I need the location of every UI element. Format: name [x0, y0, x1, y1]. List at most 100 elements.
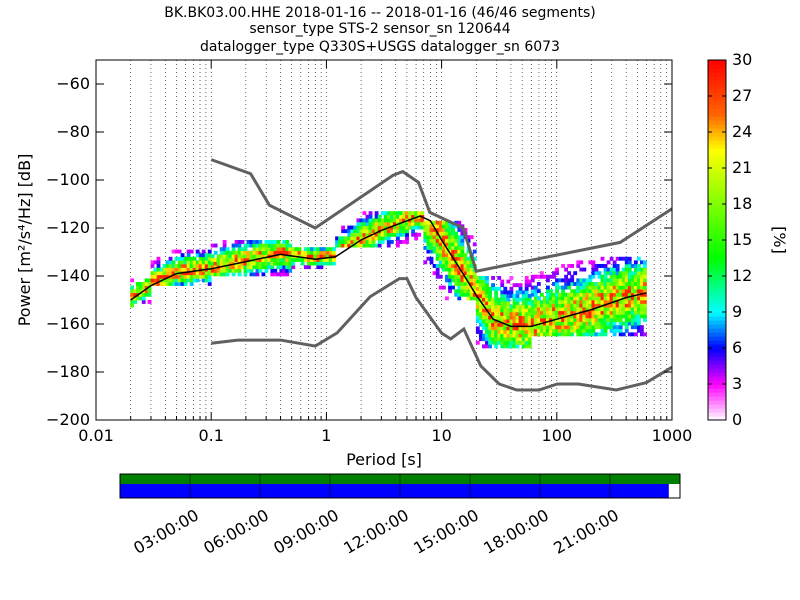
y-tick-label: −120: [46, 218, 90, 237]
psd-cell: [639, 310, 644, 315]
psd-cell: [552, 321, 556, 326]
psd-cell: [144, 285, 149, 290]
psd-cell: [279, 258, 284, 262]
psd-cell: [225, 247, 230, 252]
psd-cell: [432, 220, 437, 225]
psd-cell: [570, 325, 575, 330]
psd-cell: [594, 307, 599, 312]
psd-cell: [423, 238, 428, 243]
psd-cell: [213, 261, 218, 266]
colorbar-slice: [708, 136, 726, 141]
psd-cell: [267, 247, 272, 252]
psd-cell: [633, 303, 638, 308]
psd-cell: [552, 303, 556, 308]
psd-cell: [627, 314, 632, 319]
psd-cell: [395, 229, 400, 234]
psd-cell: [270, 272, 275, 277]
psd-cell: [225, 265, 230, 270]
psd-cell: [414, 232, 419, 237]
psd-cell: [165, 282, 170, 286]
colorbar-slice: [708, 328, 726, 333]
psd-cell: [177, 260, 182, 265]
psd-cell: [411, 214, 416, 219]
psd-cell: [192, 274, 197, 279]
psd-cell: [579, 260, 584, 265]
psd-cell: [606, 307, 611, 312]
psd-cell: [460, 292, 465, 297]
psd-cell: [597, 271, 602, 276]
psd-cell: [264, 240, 269, 244]
psd-cell: [189, 271, 194, 276]
psd-cell: [503, 290, 508, 295]
colorbar-slice: [708, 300, 726, 305]
psd-cell: [138, 296, 143, 301]
psd-cell: [491, 322, 495, 327]
psd-cell: [338, 236, 343, 241]
psd-cell: [207, 249, 212, 254]
psd-cell: [322, 258, 327, 262]
psd-cell: [509, 286, 514, 291]
psd-cell: [463, 292, 468, 297]
psd-cell: [585, 328, 590, 333]
psd-cell: [457, 235, 462, 240]
psd-cell: [198, 274, 203, 279]
psd-cell: [279, 261, 284, 266]
psd-cell: [530, 332, 535, 337]
psd-cell: [186, 256, 191, 261]
psd-cell: [222, 240, 227, 244]
x-tick-label: 100: [542, 426, 573, 445]
x-tick-label: 10: [431, 426, 451, 445]
psd-cell: [570, 303, 575, 308]
psd-cell: [521, 290, 526, 295]
psd-cell: [497, 301, 502, 306]
psd-cell: [270, 240, 275, 244]
psd-cell: [603, 318, 608, 322]
psd-cell: [460, 235, 465, 240]
psd-cell: [555, 296, 559, 301]
psd-cell: [234, 268, 239, 273]
psd-cell: [246, 243, 251, 248]
psd-cell: [621, 310, 626, 315]
psd-cell: [530, 314, 535, 319]
psd-cell: [494, 308, 499, 313]
psd-cell: [279, 250, 284, 255]
psd-cell: [225, 250, 230, 255]
psd-cell: [136, 296, 140, 301]
psd-cell: [506, 308, 511, 313]
psd-cell: [454, 242, 459, 247]
colorbar-label: [%]: [770, 226, 789, 254]
psd-cell: [240, 261, 245, 266]
psd-cell: [497, 322, 502, 327]
psd-cell: [546, 296, 550, 301]
psd-cell: [570, 310, 575, 315]
psd-cell: [454, 253, 459, 258]
colorbar-tick-label: 15: [732, 230, 752, 249]
psd-cell: [466, 271, 471, 276]
psd-cell: [168, 264, 173, 268]
psd-cell: [246, 250, 251, 255]
psd-cell: [222, 272, 227, 277]
psd-cell: [561, 285, 565, 290]
psd-cell: [597, 332, 602, 337]
psd-cell: [503, 337, 508, 342]
psd-cell: [573, 325, 578, 330]
colorbar-slice: [708, 308, 726, 313]
y-tick-label: −60: [56, 74, 90, 93]
colorbar-slice: [708, 200, 726, 205]
psd-cell: [555, 310, 559, 315]
psd-cell: [618, 274, 623, 279]
psd-cell: [332, 261, 336, 266]
psd-cell: [600, 314, 605, 319]
psd-cell: [285, 268, 290, 273]
psd-cell: [237, 243, 242, 248]
psd-cell: [454, 282, 459, 286]
psd-cell: [273, 243, 278, 248]
psd-cell: [435, 256, 440, 261]
psd-cell: [630, 332, 635, 337]
colorbar-slice: [708, 268, 726, 273]
psd-cell: [195, 253, 200, 258]
psd-cell: [255, 243, 260, 248]
psd-cell: [475, 304, 480, 309]
psd-cell: [633, 296, 638, 301]
psd-cell: [162, 274, 167, 279]
